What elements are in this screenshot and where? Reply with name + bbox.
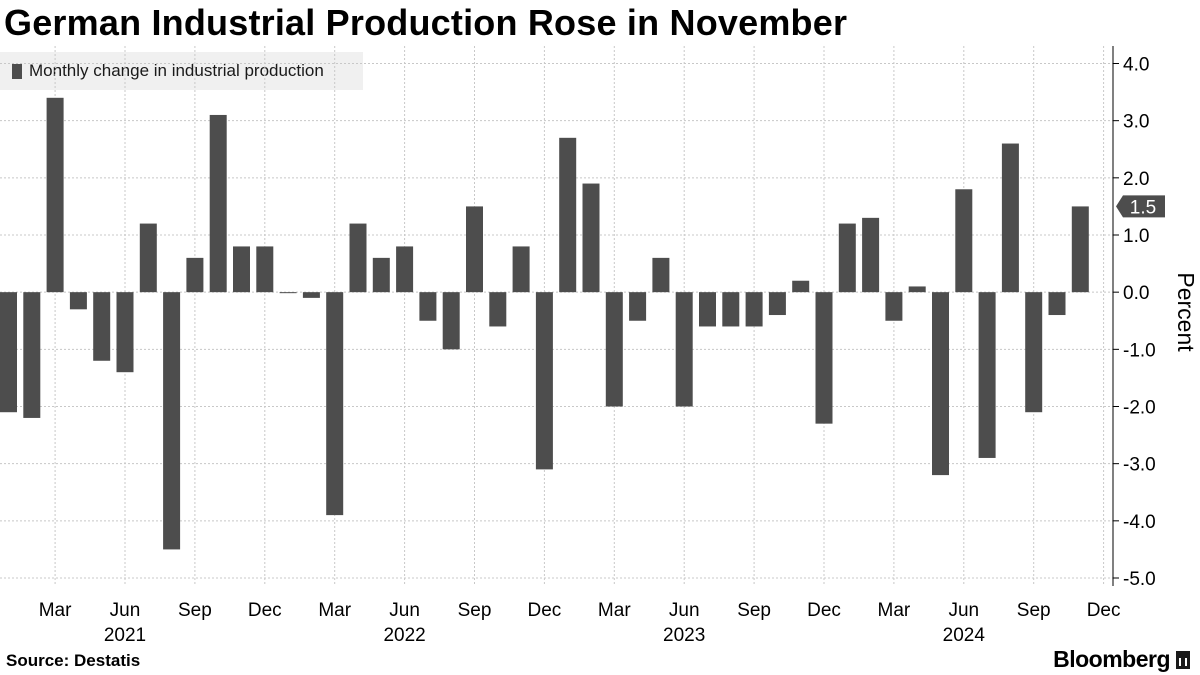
bar [442, 292, 460, 350]
bar [932, 292, 949, 476]
bar [46, 97, 64, 293]
y-tick-label: -4.0 [1123, 512, 1156, 533]
bar [559, 137, 577, 293]
bar [675, 292, 693, 407]
legend: Monthly change in industrial production [0, 52, 363, 90]
bar [885, 292, 903, 321]
bar [605, 292, 623, 407]
x-year-label: 2023 [663, 625, 705, 646]
bar [302, 292, 320, 298]
x-tick-label: Sep [737, 600, 771, 621]
bar [908, 286, 926, 293]
y-tick-label: -1.0 [1123, 340, 1156, 361]
bar [69, 292, 87, 310]
bar [186, 257, 204, 293]
bar [512, 246, 530, 293]
y-tick-label: -2.0 [1123, 398, 1156, 419]
bar [1048, 292, 1066, 316]
chart-title: German Industrial Production Rose in Nov… [4, 2, 848, 43]
bar [233, 246, 250, 293]
bar [978, 292, 996, 458]
bar [629, 292, 647, 321]
y-axis-title: Percent [1173, 272, 1199, 352]
bar [955, 189, 973, 293]
x-tick-label: Dec [528, 600, 562, 621]
bar [466, 206, 483, 293]
bloomberg-icon [1176, 650, 1190, 669]
brand-text: Bloomberg [1053, 646, 1170, 672]
x-tick-label: Jun [948, 600, 979, 621]
x-tick-label: Dec [807, 600, 841, 621]
bar [372, 257, 390, 293]
x-year-label: 2022 [383, 625, 425, 646]
bar [256, 246, 274, 293]
bar [209, 114, 227, 293]
bar [93, 292, 111, 361]
brand-logo: Bloomberg [1053, 646, 1190, 673]
bar [1001, 143, 1019, 293]
legend-swatch [12, 63, 22, 79]
bar [722, 292, 740, 327]
bar [419, 292, 437, 321]
bar [815, 292, 833, 424]
x-tick-label: Mar [598, 600, 631, 621]
y-tick-label: 2.0 [1123, 169, 1149, 190]
bar [1025, 292, 1043, 413]
legend-label: Monthly change in industrial production [29, 61, 324, 80]
x-tick-label: Mar [318, 600, 351, 621]
bar [163, 292, 181, 550]
latest-value-label: 1.5 [1130, 197, 1156, 218]
source-note: Source: Destatis [6, 651, 141, 670]
x-tick-label: Jun [110, 600, 141, 621]
y-tick-label: 3.0 [1123, 112, 1149, 133]
bar [1071, 206, 1089, 293]
x-tick-label: Sep [178, 600, 212, 621]
bar [279, 292, 297, 294]
grid-layer [0, 46, 1113, 586]
bar [489, 292, 507, 327]
y-tick-label: -5.0 [1123, 569, 1156, 590]
bar [0, 292, 17, 413]
x-tick-label: Dec [1087, 600, 1121, 621]
axis-layer [1112, 46, 1119, 586]
bar [745, 292, 763, 327]
y-tick-label: 4.0 [1123, 55, 1149, 76]
bar [792, 280, 810, 293]
x-year-label: 2024 [943, 625, 986, 646]
bar [582, 183, 600, 293]
y-tick-label: -3.0 [1123, 455, 1156, 476]
x-tick-label: Mar [39, 600, 72, 621]
bar [139, 223, 157, 293]
bars-layer [0, 97, 1089, 550]
bar [349, 223, 367, 293]
bar [768, 292, 786, 316]
x-tick-label: Mar [878, 600, 911, 621]
x-tick-label: Jun [669, 600, 700, 621]
x-tick-label: Sep [458, 600, 492, 621]
y-tick-label: 0.0 [1123, 283, 1149, 304]
x-tick-label: Dec [248, 600, 282, 621]
bar [396, 246, 414, 293]
bar [326, 292, 344, 516]
bar [116, 292, 134, 373]
bar [838, 223, 856, 293]
y-tick-label: 1.0 [1123, 226, 1149, 247]
x-tick-label: Sep [1017, 600, 1051, 621]
bar [23, 292, 41, 418]
x-tick-label: Jun [389, 600, 420, 621]
labels-layer: 4.0 3.0 2.0 1.0 0.0 -1.0 -2.0 -3.0 -4.0 -5.0 Mar Ju… [39, 55, 1199, 647]
bar [862, 217, 880, 293]
bar [699, 292, 716, 327]
bar [652, 257, 670, 293]
latest-value-callout [1116, 195, 1165, 218]
x-year-label: 2021 [104, 625, 146, 646]
bar [535, 292, 553, 470]
